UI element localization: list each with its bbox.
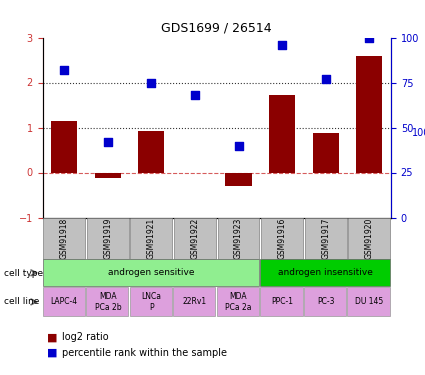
Text: MDA
PCa 2a: MDA PCa 2a <box>225 292 252 312</box>
Text: GSM91919: GSM91919 <box>103 217 112 259</box>
Text: cell line: cell line <box>4 297 40 306</box>
Text: LAPC-4: LAPC-4 <box>51 297 78 306</box>
Text: ■: ■ <box>47 333 57 342</box>
Text: MDA
PCa 2b: MDA PCa 2b <box>94 292 121 312</box>
Text: GSM91923: GSM91923 <box>234 217 243 259</box>
FancyBboxPatch shape <box>218 218 259 259</box>
FancyBboxPatch shape <box>42 260 259 286</box>
FancyBboxPatch shape <box>130 288 172 316</box>
Point <box>235 142 242 148</box>
Text: LNCa
P: LNCa P <box>142 292 162 312</box>
FancyBboxPatch shape <box>260 288 303 316</box>
Point <box>105 139 111 145</box>
Text: 22Rv1: 22Rv1 <box>183 297 207 306</box>
FancyBboxPatch shape <box>304 288 346 316</box>
Bar <box>356 56 382 172</box>
Text: PC-3: PC-3 <box>317 297 334 306</box>
FancyBboxPatch shape <box>42 288 85 316</box>
Bar <box>269 95 295 172</box>
Text: GSM91916: GSM91916 <box>278 217 286 259</box>
FancyBboxPatch shape <box>87 218 129 259</box>
Bar <box>138 131 164 172</box>
Bar <box>312 133 339 172</box>
Text: GSM91918: GSM91918 <box>60 217 69 259</box>
Text: PPC-1: PPC-1 <box>271 297 293 306</box>
Point <box>279 42 286 48</box>
FancyBboxPatch shape <box>43 218 85 259</box>
Point <box>61 67 68 73</box>
FancyBboxPatch shape <box>261 218 303 259</box>
Bar <box>51 121 77 172</box>
FancyBboxPatch shape <box>260 260 390 286</box>
Text: percentile rank within the sample: percentile rank within the sample <box>62 348 227 357</box>
FancyBboxPatch shape <box>348 218 390 259</box>
FancyBboxPatch shape <box>174 218 216 259</box>
Y-axis label: 100%: 100% <box>412 128 425 138</box>
Text: androgen sensitive: androgen sensitive <box>108 268 195 278</box>
FancyBboxPatch shape <box>305 218 346 259</box>
Text: DU 145: DU 145 <box>355 297 383 306</box>
FancyBboxPatch shape <box>86 288 128 316</box>
Text: cell type: cell type <box>4 268 43 278</box>
Point <box>148 80 155 86</box>
Text: GSM91921: GSM91921 <box>147 217 156 259</box>
Text: GSM91917: GSM91917 <box>321 217 330 259</box>
Point <box>366 34 373 40</box>
Point <box>322 76 329 82</box>
FancyBboxPatch shape <box>347 288 390 316</box>
Text: androgen insensitive: androgen insensitive <box>278 268 373 278</box>
Text: GSM91920: GSM91920 <box>365 217 374 259</box>
Bar <box>225 172 252 186</box>
Text: ■: ■ <box>47 348 57 357</box>
Text: GSM91922: GSM91922 <box>190 217 199 259</box>
FancyBboxPatch shape <box>217 288 259 316</box>
Bar <box>182 172 208 173</box>
Bar <box>95 172 121 178</box>
Title: GDS1699 / 26514: GDS1699 / 26514 <box>162 22 272 35</box>
FancyBboxPatch shape <box>173 288 215 316</box>
Text: log2 ratio: log2 ratio <box>62 333 108 342</box>
Point <box>192 92 198 98</box>
FancyBboxPatch shape <box>130 218 172 259</box>
